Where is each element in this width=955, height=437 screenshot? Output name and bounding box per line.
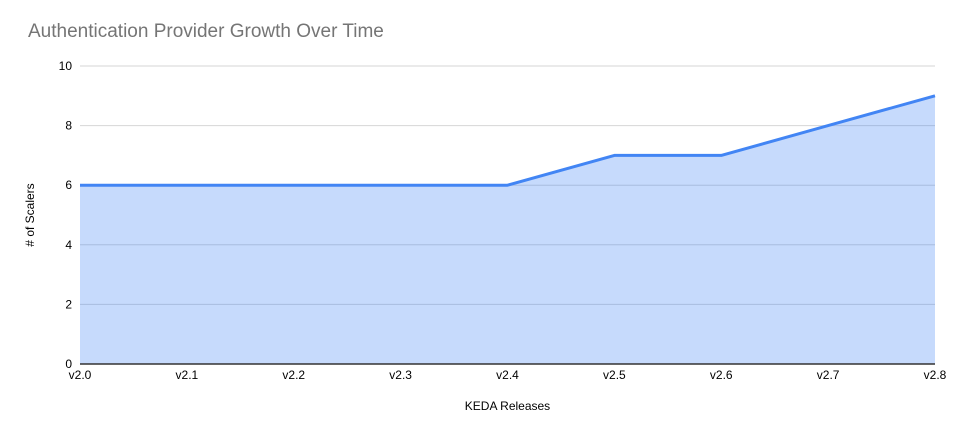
y-tick-label-0: 0 (65, 357, 72, 371)
y-tick-label-4: 4 (65, 238, 72, 252)
series-line (80, 94, 936, 187)
x-tick-label-v2.0: v2.0 (69, 368, 92, 382)
x-tick-label-v2.6: v2.6 (710, 368, 733, 382)
x-tick-label-v2.2: v2.2 (282, 368, 305, 382)
x-axis-title: KEDA Releases (464, 399, 551, 413)
x-tick-label-v2.5: v2.5 (603, 368, 626, 382)
x-tick-label-v2.4: v2.4 (496, 368, 519, 382)
x-tick-label-v2.8: v2.8 (924, 368, 947, 382)
series-area-fill (80, 95, 935, 365)
x-tick-label-v2.1: v2.1 (176, 368, 199, 382)
x-tick-label-v2.3: v2.3 (389, 368, 412, 382)
y-tick-label-10: 10 (59, 59, 73, 73)
x-tick-label-v2.7: v2.7 (817, 368, 840, 382)
y-tick-label-2: 2 (65, 297, 72, 311)
y-tick-label-6: 6 (65, 178, 72, 192)
chart-title: Authentication Provider Growth Over Time (28, 21, 384, 42)
y-axis-title: # of Scalers (23, 183, 37, 247)
y-tick-label-8: 8 (65, 119, 72, 133)
